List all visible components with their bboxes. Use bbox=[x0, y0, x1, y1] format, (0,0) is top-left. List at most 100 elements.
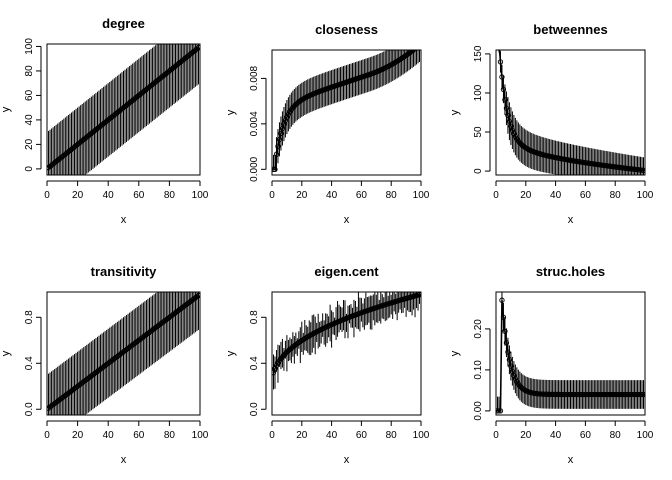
x-tick-label: 0 bbox=[269, 430, 275, 441]
y-tick-label: 0.20 bbox=[473, 319, 484, 339]
plot-area bbox=[496, 292, 645, 414]
x-tick-label: 60 bbox=[580, 430, 592, 441]
y-axis-label: y bbox=[225, 350, 237, 356]
panel-title: degree bbox=[102, 16, 145, 31]
x-axis-label: x bbox=[568, 454, 574, 466]
y-axis: 0.00 0.10 0.20 bbox=[473, 319, 491, 421]
x-tick-label: 20 bbox=[72, 430, 84, 441]
x-tick-label: 20 bbox=[296, 430, 308, 441]
data-point bbox=[511, 131, 517, 137]
x-tick-label: 60 bbox=[580, 190, 592, 201]
data-point bbox=[497, 41, 501, 45]
x-tick-label: 80 bbox=[610, 190, 622, 201]
plot-frame bbox=[495, 291, 646, 416]
panel-title: eigen.cent bbox=[314, 264, 379, 279]
y-tick-label: 20 bbox=[24, 138, 35, 150]
data-points bbox=[497, 41, 645, 174]
data-point bbox=[415, 50, 418, 51]
data-point bbox=[273, 362, 280, 369]
y-axis-label: y bbox=[449, 109, 461, 115]
x-tick-label: 0 bbox=[44, 190, 50, 201]
panel-title: betweennes bbox=[533, 22, 607, 37]
data-point bbox=[512, 376, 519, 382]
data-points bbox=[272, 43, 421, 172]
y-tick-label: 0.4 bbox=[249, 356, 260, 370]
x-tick-label: 60 bbox=[356, 190, 368, 201]
y-tick-label: 0.00 bbox=[473, 401, 484, 421]
x-axis: 0 20 40 60 80 100 bbox=[493, 180, 654, 201]
x-tick-label: 40 bbox=[326, 430, 338, 441]
y-tick-label: 0 bbox=[473, 168, 484, 174]
data-point bbox=[499, 74, 505, 80]
y-tick-label: 0.004 bbox=[249, 111, 260, 136]
data-points bbox=[47, 292, 200, 411]
data-point bbox=[506, 357, 513, 363]
data-point bbox=[508, 363, 514, 369]
x-tick-label: 100 bbox=[413, 430, 430, 441]
x-tick-label: 40 bbox=[103, 430, 115, 441]
plot-frame bbox=[271, 291, 422, 416]
data-points bbox=[47, 45, 200, 171]
data-point bbox=[416, 44, 420, 48]
data-point bbox=[285, 348, 292, 354]
plot-frame bbox=[46, 43, 201, 176]
data-point bbox=[640, 391, 645, 398]
data-point bbox=[496, 408, 502, 414]
x-axis-label: x bbox=[344, 454, 350, 466]
x-tick-label: 80 bbox=[386, 190, 398, 201]
data-point bbox=[194, 46, 200, 52]
y-tick-label: 0 bbox=[24, 166, 35, 172]
data-point bbox=[505, 112, 511, 118]
data-point bbox=[195, 292, 200, 299]
x-tick-label: 20 bbox=[520, 430, 532, 441]
y-axis: 0 50 100 150 bbox=[473, 45, 491, 174]
y-axis-label: y bbox=[225, 109, 237, 115]
y-tick-label: 80 bbox=[24, 65, 35, 77]
data-point bbox=[273, 151, 280, 157]
y-tick-label: 0.0 bbox=[249, 402, 260, 416]
data-point bbox=[275, 143, 281, 149]
data-point bbox=[506, 118, 513, 124]
x-tick-label: 60 bbox=[133, 430, 145, 441]
data-point bbox=[276, 136, 283, 143]
x-tick-label: 40 bbox=[550, 430, 562, 441]
y-axis: 0 20 40 60 80 100 bbox=[24, 38, 42, 172]
x-tick-label: 40 bbox=[550, 190, 562, 201]
y-tick-label: 0.000 bbox=[249, 156, 260, 181]
error-bars bbox=[272, 292, 421, 390]
x-tick-label: 0 bbox=[44, 430, 50, 441]
y-tick-label: 0.008 bbox=[249, 65, 260, 90]
plot-frame bbox=[495, 49, 646, 176]
data-point bbox=[417, 43, 421, 47]
x-tick-label: 40 bbox=[326, 190, 338, 201]
y-axis-label: y bbox=[0, 350, 12, 356]
data-point bbox=[293, 101, 299, 108]
data-point bbox=[517, 140, 523, 146]
data-point bbox=[272, 166, 278, 172]
data-point bbox=[503, 340, 510, 346]
y-axis: 0.000 0.004 0.008 bbox=[249, 65, 267, 182]
panel-closeness: 0 20 40 60 80 100 0.000 0.004 0.008 closeness x y bbox=[225, 22, 430, 226]
x-tick-label: 80 bbox=[164, 430, 176, 441]
x-axis: 0 20 40 60 80 100 bbox=[269, 420, 430, 441]
data-point bbox=[497, 59, 504, 65]
x-tick-label: 0 bbox=[493, 190, 499, 201]
plot-frame bbox=[46, 291, 201, 416]
panel-eigen-cent: 0 20 40 60 80 100 0.0 0.4 0.8 eigen.cent x y bbox=[225, 264, 430, 466]
data-point bbox=[291, 103, 297, 109]
x-axis-label: x bbox=[344, 214, 350, 226]
data-point bbox=[278, 130, 284, 137]
x-tick-label: 100 bbox=[413, 190, 430, 201]
error-bars bbox=[272, 50, 421, 172]
data-point bbox=[272, 365, 278, 372]
panel-title: struc.holes bbox=[536, 264, 605, 279]
y-axis: 0.0 0.4 0.8 bbox=[249, 310, 267, 416]
y-tick-label: 150 bbox=[473, 45, 484, 62]
x-axis: 0 20 40 60 80 100 bbox=[493, 420, 654, 441]
y-axis-label: y bbox=[0, 106, 12, 112]
data-point bbox=[412, 50, 418, 52]
data-point bbox=[640, 167, 645, 174]
data-point bbox=[416, 292, 421, 298]
x-tick-label: 100 bbox=[192, 190, 209, 201]
